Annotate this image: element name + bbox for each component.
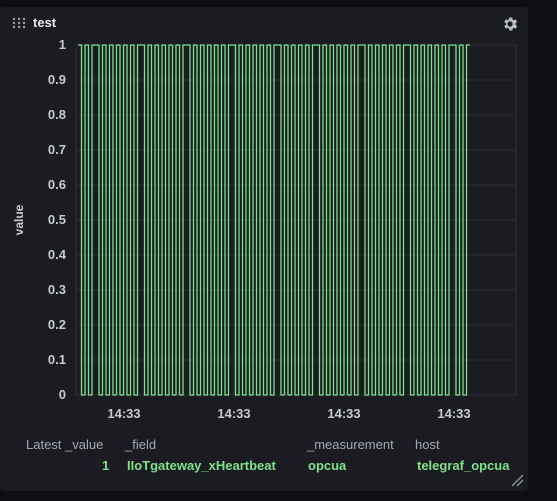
cell-field: IIoTgateway_xHeartbeat bbox=[127, 458, 276, 473]
y-tick-label: 0 bbox=[59, 387, 66, 402]
dashboard-panel: test 0 0.1 0.2 0.3 0.4 0.5 0.6 0.7 0.8 0.9 1 14:33 1… bbox=[0, 7, 528, 491]
panel-header: test bbox=[0, 7, 528, 39]
y-tick-label: 1 bbox=[59, 37, 66, 52]
x-tick-label: 14:33 bbox=[437, 406, 470, 421]
y-tick-label: 0.5 bbox=[48, 212, 66, 227]
drag-handle-icon[interactable] bbox=[12, 17, 26, 29]
x-tick-label: 14:33 bbox=[217, 406, 250, 421]
series-line bbox=[78, 44, 470, 396]
y-tick-label: 0.1 bbox=[48, 352, 66, 367]
cell-latest-value: 1 bbox=[102, 458, 110, 473]
chart-svg: 0 0.1 0.2 0.3 0.4 0.5 0.6 0.7 0.8 0.9 1 14:33 14:33 1… bbox=[12, 37, 517, 421]
cell-measurement: opcua bbox=[308, 458, 347, 473]
y-tick-label: 0.7 bbox=[48, 142, 66, 157]
y-tick-label: 0.8 bbox=[48, 107, 66, 122]
line-graph[interactable]: 0 0.1 0.2 0.3 0.4 0.5 0.6 0.7 0.8 0.9 1 14:33 14:33 1… bbox=[0, 37, 528, 432]
resize-handle-icon[interactable] bbox=[508, 471, 524, 487]
column-header-host: host bbox=[415, 437, 440, 452]
y-axis-title: value bbox=[12, 204, 26, 235]
y-tick-label: 0.2 bbox=[48, 317, 66, 332]
panel-title: test bbox=[33, 15, 57, 30]
column-header-measurement: _measurement bbox=[307, 437, 394, 452]
y-tick-label: 0.9 bbox=[48, 72, 66, 87]
x-tick-label: 14:33 bbox=[327, 406, 360, 421]
legend-table: Latest _value _field _measurement host 1… bbox=[0, 432, 528, 491]
cell-host: telegraf_opcua bbox=[417, 458, 510, 473]
x-tick-label: 14:33 bbox=[107, 406, 140, 421]
y-tick-label: 0.4 bbox=[48, 247, 67, 262]
gear-icon[interactable] bbox=[501, 15, 519, 33]
column-header-latest-value: Latest _value bbox=[26, 437, 104, 452]
column-header-field: _field bbox=[125, 437, 157, 452]
page-background-edge bbox=[528, 0, 557, 501]
y-tick-label: 0.6 bbox=[48, 177, 66, 192]
y-tick-label: 0.3 bbox=[48, 282, 66, 297]
